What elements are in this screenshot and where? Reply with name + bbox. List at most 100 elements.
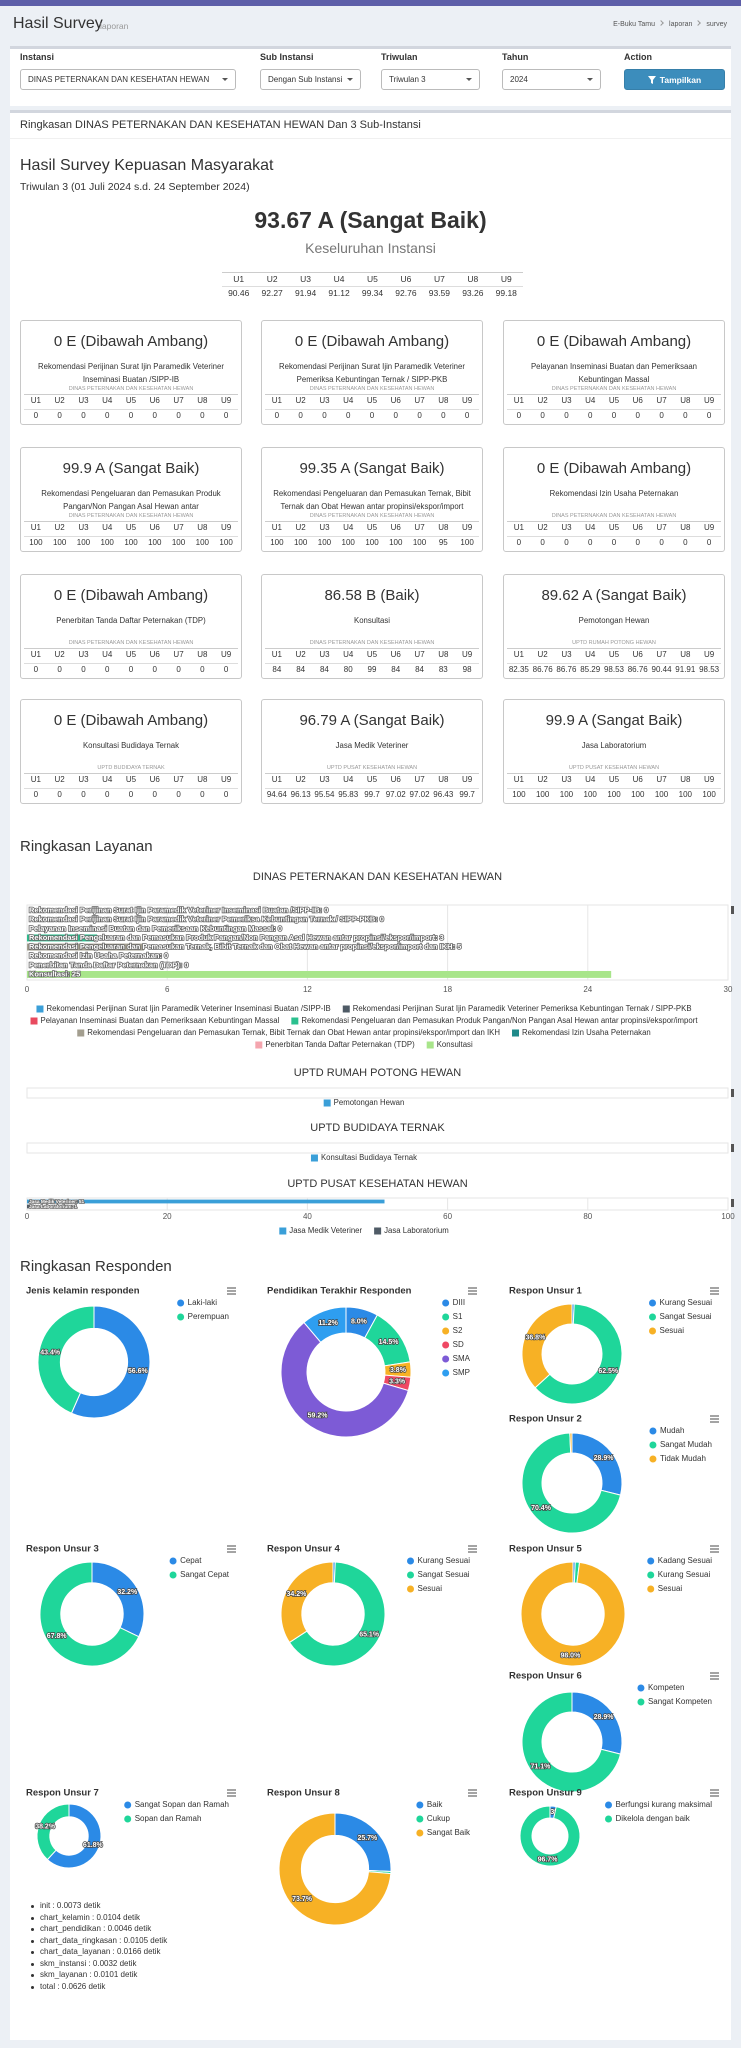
legend-marker bbox=[177, 1313, 185, 1321]
unit-value: 0 bbox=[417, 411, 422, 420]
card-unit: UPTD RUMAH POTONG HEWAN bbox=[572, 640, 656, 646]
legend-marker bbox=[647, 1571, 655, 1579]
legend-marker bbox=[416, 1829, 424, 1837]
pie-slice bbox=[334, 1812, 392, 1872]
legend-marker bbox=[124, 1815, 132, 1823]
unit-value: 97.02 bbox=[409, 790, 430, 799]
chart-title: Respon Unsur 2 bbox=[509, 1414, 582, 1425]
card-unit: UPTD BUDIDAYA TERNAK bbox=[97, 765, 165, 771]
unit-header: U2 bbox=[537, 775, 548, 784]
table-rule bbox=[265, 521, 479, 522]
unit-header: U1 bbox=[233, 274, 245, 284]
legend-label: DIII bbox=[453, 1298, 465, 1307]
unit-header: U7 bbox=[656, 775, 667, 784]
legend-label: Konsultasi Budidaya Ternak bbox=[321, 1153, 417, 1162]
unit-value: 100 bbox=[535, 790, 550, 799]
table-rule bbox=[265, 394, 479, 395]
bar-label: Konsultasi: 25 bbox=[29, 969, 80, 978]
legend-marker bbox=[649, 1313, 657, 1321]
breadcrumb: E-Buku Tamu laporan survey bbox=[613, 21, 727, 28]
legend-label: Dikelola dengan baik bbox=[616, 1814, 691, 1823]
unit-value: 85.29 bbox=[580, 665, 601, 674]
unit-header: U7 bbox=[173, 650, 184, 659]
unit-value: 80 bbox=[343, 665, 353, 674]
unit-value: 0 bbox=[659, 411, 664, 420]
card-score: 99.35 A (Sangat Baik) bbox=[299, 460, 445, 477]
unit-header: U6 bbox=[149, 523, 160, 532]
unit-header: U3 bbox=[78, 523, 89, 532]
filter-select[interactable]: 2024 bbox=[502, 69, 601, 90]
unit-header: U2 bbox=[537, 396, 548, 405]
button-label[interactable]: Tampilkan bbox=[659, 74, 702, 85]
unit-value: 0 bbox=[81, 790, 86, 799]
card-unit: UPTD PUSAT KESEHATAN HEWAN bbox=[568, 765, 660, 771]
filter-select[interactable]: Dengan Sub Instansi bbox=[260, 69, 361, 90]
unit-header: U2 bbox=[54, 523, 65, 532]
card-service: Pelayanan Inseminasi Buatan dan Pemeriks… bbox=[530, 362, 697, 384]
unit-header: U4 bbox=[343, 523, 354, 532]
top-bar bbox=[0, 0, 741, 6]
unit-header: U1 bbox=[30, 396, 41, 405]
unit-header: U1 bbox=[271, 523, 282, 532]
unit-value: 90.44 bbox=[651, 665, 672, 674]
unit-header: U1 bbox=[513, 523, 524, 532]
unit-header: U8 bbox=[197, 523, 208, 532]
breadcrumb-item[interactable]: E-Buku Tamu bbox=[613, 21, 656, 28]
unit-value: 94.64 bbox=[266, 790, 287, 799]
slice-label: 14.5% bbox=[379, 1339, 400, 1346]
submit-button[interactable]: Tampilkan bbox=[624, 69, 725, 90]
unit-header: U8 bbox=[680, 523, 691, 532]
slice-label: 73.7% bbox=[292, 1896, 313, 1903]
legend-marker bbox=[255, 1041, 263, 1049]
unit-header: U1 bbox=[513, 650, 524, 659]
unit-value: 82.35 bbox=[508, 665, 529, 674]
pie-slice bbox=[280, 1321, 409, 1438]
table-rule bbox=[24, 663, 238, 664]
service-card bbox=[261, 320, 483, 425]
table-rule bbox=[24, 394, 238, 395]
slice-label: 98.0% bbox=[560, 1652, 581, 1659]
breadcrumb-item[interactable]: survey bbox=[692, 21, 727, 28]
chart-title: UPTD PUSAT KESEHATAN HEWAN bbox=[287, 1178, 467, 1190]
card-service: Rekomendasi Pengeluaran dan Pemasukan Pr… bbox=[41, 489, 221, 511]
breadcrumb-item[interactable]: laporan bbox=[655, 21, 692, 28]
legend-label: S2 bbox=[453, 1326, 463, 1335]
chart-title: Respon Unsur 1 bbox=[509, 1286, 583, 1297]
pie-slice bbox=[91, 1561, 145, 1638]
legend-marker bbox=[310, 1154, 318, 1162]
slice-label: 70.4% bbox=[531, 1505, 552, 1512]
legend-label: Tidak Mudah bbox=[660, 1454, 706, 1463]
unit-value: 100 bbox=[365, 538, 379, 547]
legend-label: S1 bbox=[453, 1312, 463, 1321]
legend-label: Berfungsi kurang maksimal bbox=[616, 1800, 713, 1809]
unit-value: 98.53 bbox=[603, 665, 624, 674]
card-unit: DINAS PETERNAKAN DAN KESEHATAN HEWAN bbox=[309, 386, 435, 392]
unit-value: 100 bbox=[124, 538, 138, 547]
legend-label: Laki-laki bbox=[188, 1298, 218, 1307]
unit-header: U8 bbox=[680, 396, 691, 405]
legend-marker bbox=[342, 1005, 350, 1013]
unit-header: U3 bbox=[561, 396, 572, 405]
legend-marker bbox=[649, 1299, 657, 1307]
unit-header: U1 bbox=[30, 650, 41, 659]
bar bbox=[27, 943, 144, 951]
service-card bbox=[261, 447, 483, 552]
unit-value: 0 bbox=[223, 665, 229, 674]
filter-select[interactable]: Triwulan 3 bbox=[381, 69, 480, 90]
unit-value: 0 bbox=[441, 411, 446, 420]
section-heading: Ringkasan Responden bbox=[20, 1258, 172, 1275]
unit-header: U4 bbox=[102, 650, 113, 659]
filter-select[interactable]: DINAS PETERNAKAN DAN KESEHATAN HEWAN bbox=[20, 69, 236, 90]
unit-value: 100 bbox=[52, 538, 67, 547]
timing-item: init : 0.0073 detik bbox=[30, 1901, 101, 1910]
unit-header: U8 bbox=[467, 274, 479, 284]
x-tick-label: 60 bbox=[443, 1212, 452, 1221]
unit-header: U8 bbox=[680, 775, 691, 784]
unit-header: U9 bbox=[461, 523, 473, 532]
table-rule bbox=[24, 536, 238, 537]
plot-area bbox=[26, 1087, 729, 1099]
unit-value: 100 bbox=[583, 790, 597, 799]
unit-header: U6 bbox=[390, 650, 401, 659]
scrollbar bbox=[731, 1089, 734, 1097]
unit-value: 0 bbox=[200, 790, 205, 799]
